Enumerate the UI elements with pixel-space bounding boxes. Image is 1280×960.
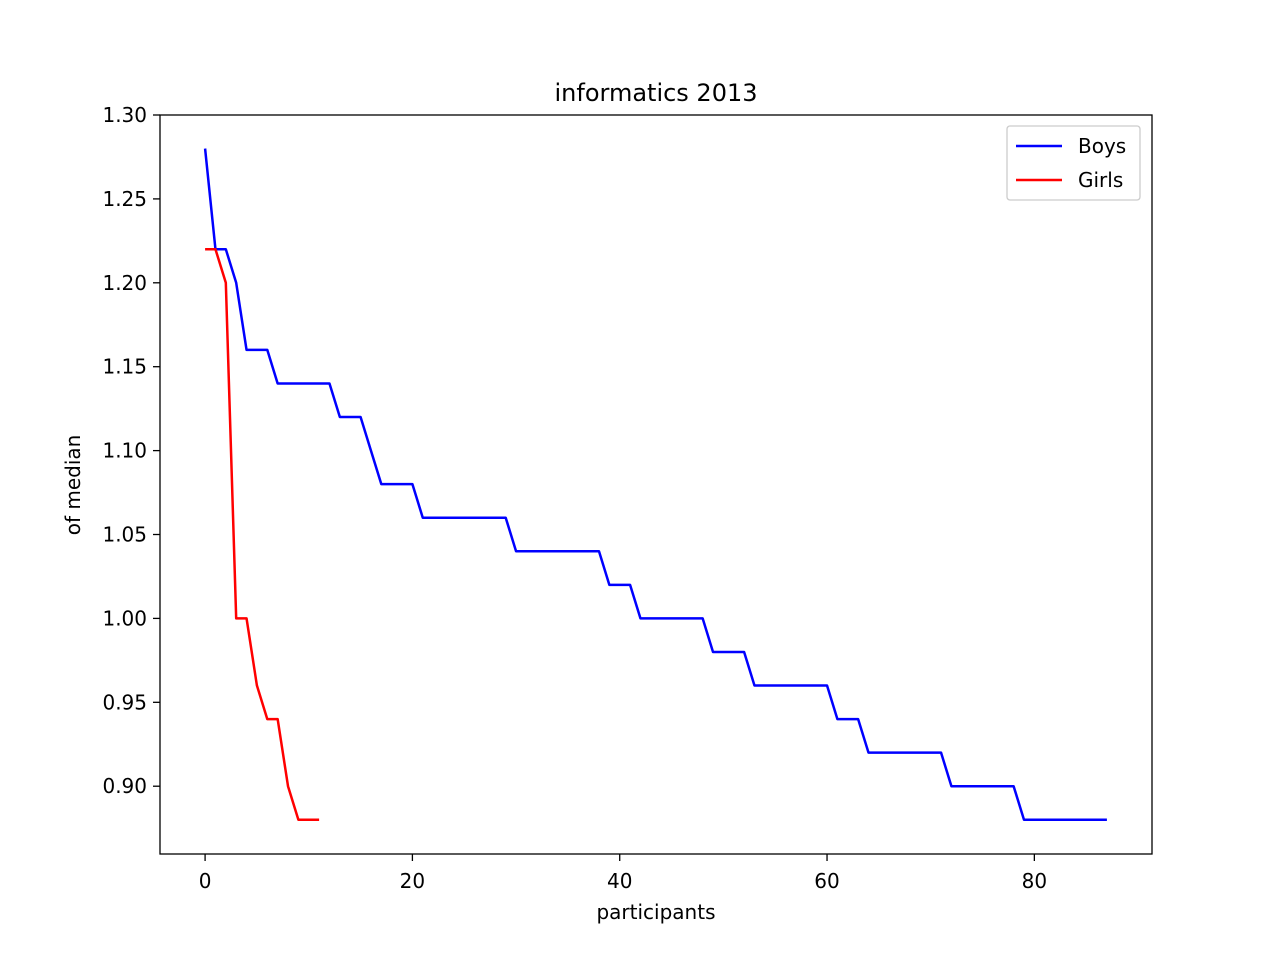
legend-label-girls: Girls (1078, 168, 1123, 192)
y-tick-label: 1.30 (102, 103, 147, 127)
series-line-boys (203, 148, 1107, 822)
legend-label-boys: Boys (1078, 134, 1126, 158)
x-tick-label: 20 (400, 869, 425, 893)
x-tick-label: 60 (814, 869, 839, 893)
y-tick-label: 1.05 (102, 523, 147, 547)
y-tick-label: 0.95 (102, 690, 147, 714)
y-axis: 0.90 0.95 1.00 1.05 1.10 1.15 1.20 1.25 1.30 (102, 103, 160, 798)
x-tick-label: 80 (1022, 869, 1047, 893)
y-tick-label: 1.20 (102, 271, 147, 295)
y-axis-label: of median (61, 435, 85, 536)
x-tick-label: 40 (607, 869, 632, 893)
series-layer (203, 148, 1107, 822)
y-tick-label: 1.10 (102, 439, 147, 463)
series-line-girls (205, 247, 320, 822)
chart-title: informatics 2013 (554, 79, 757, 107)
y-tick-label: 1.00 (102, 606, 147, 630)
plot-frame (159, 114, 1153, 855)
y-tick-label: 1.25 (102, 187, 147, 211)
x-tick-label: 0 (199, 869, 212, 893)
y-tick-label: 1.15 (102, 355, 147, 379)
x-axis-label: participants (596, 900, 715, 924)
x-axis: 0 20 40 60 80 (199, 854, 1047, 893)
legend: Boys Girls (1006, 125, 1141, 201)
y-tick-label: 0.90 (102, 774, 147, 798)
legend-box (1006, 125, 1141, 201)
